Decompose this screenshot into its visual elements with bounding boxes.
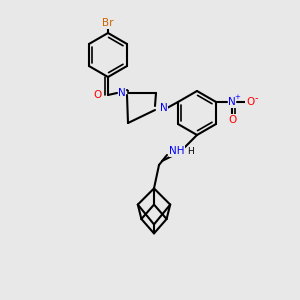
Text: O: O <box>246 97 254 107</box>
Text: O: O <box>94 90 102 100</box>
Text: O: O <box>228 115 236 125</box>
Text: N: N <box>228 97 236 107</box>
Text: H: H <box>188 146 194 155</box>
Text: Br: Br <box>102 18 114 28</box>
Text: +: + <box>234 94 240 100</box>
Text: -: - <box>254 93 258 103</box>
Text: N: N <box>160 103 168 113</box>
Text: N: N <box>118 88 126 98</box>
Text: NH: NH <box>169 146 185 156</box>
